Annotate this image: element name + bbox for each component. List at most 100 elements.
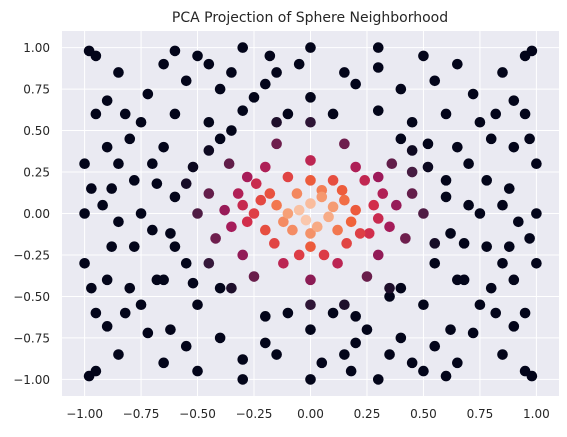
scatter-point [305, 175, 316, 186]
scatter-point [531, 208, 542, 219]
scatter-point [269, 238, 280, 249]
scatter-point [429, 257, 441, 269]
scatter-point [406, 357, 418, 369]
scatter-point [255, 194, 267, 206]
scatter-point [260, 78, 271, 90]
scatter-point [474, 208, 486, 219]
scatter-point [305, 299, 316, 311]
scatter-point [513, 216, 524, 228]
scatter-point [135, 208, 147, 219]
scatter-point [363, 228, 375, 239]
scatter-point [384, 282, 395, 294]
scatter-point [339, 194, 350, 206]
scatter-point [327, 201, 339, 213]
scatter-point [97, 199, 108, 211]
scatter-point [445, 228, 456, 239]
scatter-point [214, 133, 226, 145]
scatter-point [241, 171, 253, 183]
scatter-point [271, 116, 282, 128]
scatter-point [504, 183, 515, 194]
scatter-point [203, 116, 215, 128]
scatter-point [429, 238, 441, 249]
y-tick-label: 0.00 [23, 207, 50, 221]
scatter-point [445, 324, 456, 335]
scatter-point [327, 175, 339, 186]
scatter-point [203, 188, 215, 199]
scatter-point [128, 175, 140, 186]
scatter-point [377, 188, 389, 199]
scatter-point [339, 349, 350, 360]
scatter-point [219, 204, 230, 216]
scatter-point [90, 307, 102, 319]
scatter-point [350, 311, 361, 322]
scatter-point [282, 171, 294, 183]
scatter-point [474, 299, 486, 311]
scatter-point [345, 216, 357, 228]
scatter-point [490, 307, 502, 319]
scatter-point [135, 299, 147, 311]
scatter-point [422, 161, 434, 173]
scatter-point [165, 228, 176, 239]
scatter-point [481, 241, 493, 252]
scatter-point [226, 125, 237, 136]
scatter-point [278, 257, 289, 269]
scatter-point [497, 199, 508, 211]
scatter-point [106, 241, 117, 252]
scatter-point [372, 374, 384, 385]
scatter-point [90, 50, 102, 62]
x-tick-label: −0.50 [179, 407, 216, 421]
scatter-point [350, 204, 361, 216]
scatter-point [305, 92, 316, 103]
scatter-point [226, 67, 237, 78]
scatter-point [165, 324, 176, 335]
scatter-point [101, 95, 113, 106]
scatter-point [305, 241, 316, 252]
scatter-point [158, 274, 169, 286]
scatter-point [214, 83, 226, 95]
scatter-point [305, 228, 316, 239]
scatter-point [287, 224, 298, 236]
scatter-point [282, 108, 294, 120]
scatter-point [241, 216, 253, 228]
scatter-point [291, 188, 303, 199]
scatter-point [395, 332, 407, 344]
scatter-point [519, 108, 531, 120]
scatter-point [282, 307, 294, 319]
scatter-point [237, 199, 249, 211]
scatter-point [158, 141, 169, 153]
scatter-point [372, 62, 384, 73]
scatter-point [192, 50, 203, 62]
scatter-point [452, 58, 463, 70]
scatter-point [406, 188, 418, 199]
scatter-point [406, 166, 418, 178]
scatter-point [282, 208, 294, 219]
scatter-point [305, 116, 316, 128]
scatter-point [311, 221, 323, 233]
scatter-point [429, 340, 441, 352]
scatter-point [372, 213, 384, 224]
scatter-point [531, 158, 542, 170]
scatter-point [119, 307, 131, 319]
y-tick-label: 1.00 [23, 41, 50, 55]
scatter-point [384, 349, 395, 360]
scatter-point [214, 332, 226, 344]
scatter-point [293, 58, 305, 70]
scatter-point [237, 42, 249, 53]
scatter-point [418, 365, 429, 377]
scatter-point [400, 233, 411, 244]
scatter-point [485, 133, 497, 145]
x-tick-label: −0.25 [236, 407, 273, 421]
x-tick-label: −1.00 [66, 407, 103, 421]
scatter-point [250, 178, 262, 189]
scatter-point [463, 199, 474, 211]
x-tick-label: 1.00 [523, 407, 550, 421]
scatter-point [305, 155, 316, 166]
scatter-point [519, 307, 531, 319]
y-tick-label: −0.75 [13, 331, 50, 345]
scatter-point [210, 233, 221, 244]
scatter-point [79, 208, 90, 219]
y-tick-label: 0.25 [23, 166, 50, 180]
scatter-point [203, 145, 215, 156]
scatter-point [440, 108, 452, 120]
